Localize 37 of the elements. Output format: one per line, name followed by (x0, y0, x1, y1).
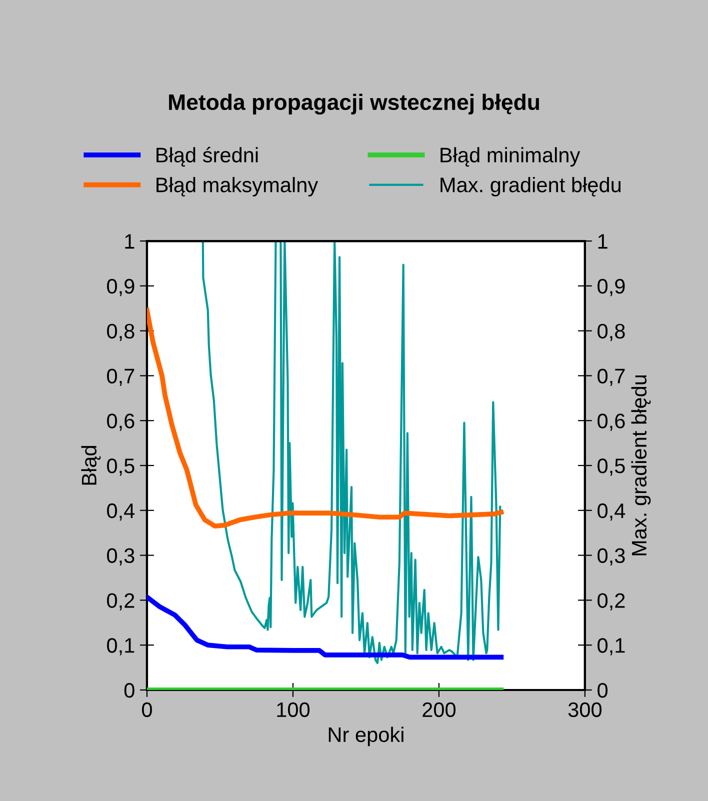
y-tick-label: 0,4 (107, 503, 135, 521)
y2-tick-label: 0,1 (598, 638, 625, 656)
y-tick-label: 0,2 (107, 593, 134, 610)
x-tick-label: 100 (277, 702, 310, 718)
y-tick-label: 0,7 (107, 368, 134, 386)
y2-tick-label: 0,8 (598, 324, 625, 342)
x-tick-label: 300 (568, 702, 602, 718)
y-tick-label: 0 (124, 682, 134, 698)
y-tick-label: 0,9 (107, 278, 134, 296)
line-series (202, 241, 502, 664)
legend-label: Błąd maksymalny (156, 177, 318, 196)
y2-tick-label: 0 (598, 682, 608, 698)
line-series (146, 308, 504, 529)
legend-label: Błąd średni (156, 146, 258, 167)
y-tick-label: 0,6 (107, 414, 134, 431)
line-series (146, 594, 504, 660)
x-tick-label: 200 (422, 702, 456, 718)
y-tick-label: 0,1 (107, 638, 134, 656)
legend-label: Błąd minimalny (440, 147, 580, 167)
y2-tick-label: 0,4 (598, 503, 626, 521)
y2-tick-label: 1 (598, 234, 608, 249)
y2-tick-label: 0,3 (598, 548, 625, 566)
legend-label: Max. gradient błędu (440, 177, 621, 196)
y-tick-label: 1 (125, 234, 134, 249)
x-tick-label: 0 (142, 702, 152, 718)
y2-tick-label: 0,7 (598, 368, 625, 386)
x-axis-title: Nr epoki (328, 726, 404, 746)
y-tick-label: 0,3 (107, 548, 134, 566)
y2-tick-label: 0,6 (598, 414, 625, 431)
y2-tick-label: 0,5 (598, 458, 625, 476)
y2-axis-title: Max. gradient błędu (631, 375, 651, 556)
y-axis-title: Błąd (81, 446, 101, 485)
y2-tick-label: 0,2 (598, 593, 625, 610)
chart-title: Metoda propagacji wstecznej błędu (169, 94, 540, 115)
y2-tick-label: 0,9 (598, 278, 625, 296)
y-tick-label: 0,5 (107, 458, 134, 476)
y-tick-label: 0,8 (107, 324, 134, 342)
